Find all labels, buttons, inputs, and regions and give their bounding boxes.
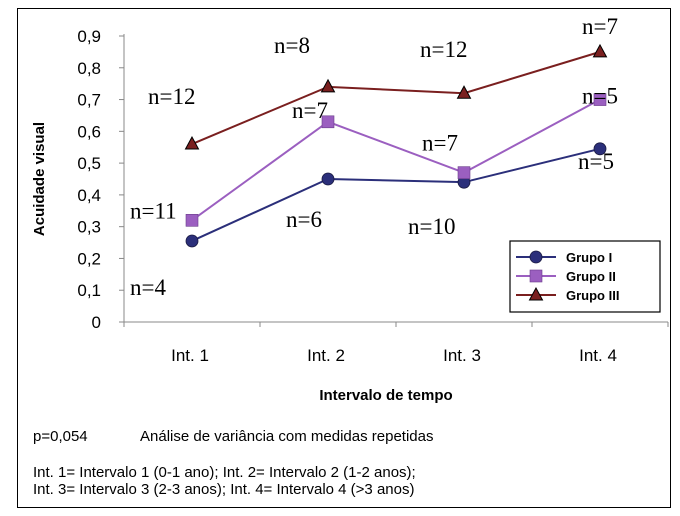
n-label: n=7 — [292, 98, 328, 123]
y-tick-label: 0,9 — [77, 27, 101, 46]
data-point-square — [185, 214, 199, 227]
y-tick-label: 0,5 — [77, 154, 101, 173]
y-tick-label: 0,3 — [77, 218, 101, 237]
n-label: n=5 — [582, 84, 618, 109]
n-label: n=7 — [582, 14, 618, 39]
y-tick-label: 0,8 — [77, 59, 101, 78]
n-label: n=11 — [130, 198, 177, 223]
series-line-2 — [191, 98, 601, 222]
y-tick-label: 0 — [92, 313, 101, 332]
n-label: n=8 — [274, 33, 310, 58]
x-tick-label: Int. 2 — [307, 346, 345, 365]
data-point-square — [593, 93, 607, 106]
n-label: n=4 — [130, 275, 166, 300]
legend-label: Grupo III — [566, 288, 619, 303]
analysis-note: Análise de variância com medidas repetid… — [140, 428, 434, 445]
y-tick-label: 0,4 — [77, 186, 101, 205]
n-label: n=5 — [578, 149, 614, 174]
legend: Grupo I Grupo II Grupo III — [509, 240, 661, 313]
data-point-circle — [593, 142, 607, 156]
data-point-triangle — [528, 286, 544, 301]
x-tick-label: Int. 3 — [443, 346, 481, 365]
data-point-circle — [185, 234, 199, 248]
n-label: n=7 — [422, 131, 458, 156]
chart-axes: 0 0,1 0,2 0,3 0,4 0,5 0,6 0,7 0,8 0,9 Int. 1 Int. 2… — [77, 27, 669, 365]
p-value-note: p=0,054 — [33, 428, 88, 445]
n-label: n=6 — [286, 207, 322, 232]
data-point-square — [457, 166, 471, 179]
series-layer — [184, 43, 608, 248]
data-point-triangle — [184, 135, 200, 150]
data-point-square — [529, 269, 543, 283]
x-axis-title: Intervalo de tempo — [319, 387, 452, 404]
data-point-triangle — [592, 43, 608, 58]
legend-label: Grupo II — [566, 269, 616, 284]
n-label: n=12 — [148, 84, 195, 109]
legend-label: Grupo I — [566, 250, 612, 265]
y-tick-label: 0,7 — [77, 91, 101, 110]
interval-legend-line-2: Int. 3= Intervalo 3 (2-3 anos); Int. 4= … — [33, 481, 415, 498]
y-tick-label: 0,2 — [77, 249, 101, 268]
n-label: n=12 — [420, 37, 467, 62]
data-point-triangle — [456, 85, 472, 99]
y-tick-label: 0,6 — [77, 122, 101, 141]
data-point-square — [321, 115, 335, 129]
n-labels-layer: n=4 n=6 n=10 n=5 n=11 n=7 n=7 n=5 n=12 n=8 n=12 n=7 — [130, 14, 618, 300]
y-axis-title: Acuidade visual — [31, 122, 48, 236]
x-tick-label: Int. 1 — [171, 346, 209, 365]
data-point-circle — [321, 172, 335, 186]
data-point-circle — [529, 250, 543, 264]
series-line-1 — [191, 147, 601, 242]
series-line-3 — [191, 50, 601, 145]
n-label: n=10 — [408, 214, 455, 239]
x-tick-label: Int. 4 — [579, 346, 617, 365]
interval-legend-line-1: Int. 1= Intervalo 1 (0-1 ano); Int. 2= I… — [33, 464, 416, 481]
data-point-triangle — [320, 78, 336, 93]
y-tick-label: 0,1 — [77, 281, 101, 300]
